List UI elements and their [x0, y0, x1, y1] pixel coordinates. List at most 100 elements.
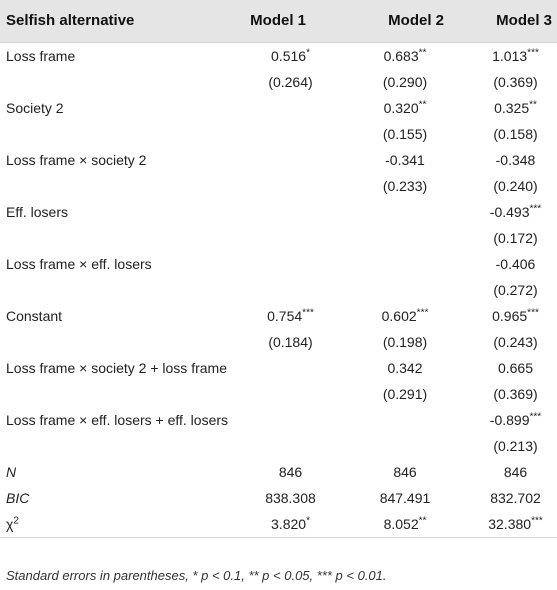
cell-value: 0.965: [492, 307, 528, 324]
model-2-cell: (0.233): [326, 173, 452, 199]
table-row: Society 2 0.320** 0.325**: [0, 95, 557, 121]
row-label: Loss frame × eff. losers: [0, 251, 215, 277]
model-3-cell: -0.899***: [452, 407, 557, 433]
model-3-cell: -0.348: [452, 147, 557, 173]
model-3-cell: (0.272): [452, 277, 557, 303]
model-3-cell: 0.325**: [452, 95, 557, 121]
significance-stars: **: [418, 514, 427, 526]
row-label-text: N: [6, 463, 17, 480]
row-label: [0, 329, 215, 355]
model-3-cell: 832.702: [452, 485, 557, 511]
cell-value: 846: [503, 463, 528, 480]
significance-stars: **: [418, 98, 427, 110]
row-label: Loss frame × society 2: [0, 147, 215, 173]
model-3-cell: 1.013***: [452, 41, 557, 69]
table-row: (0.291) (0.369): [0, 381, 557, 407]
row-label-text: χ: [6, 515, 14, 532]
table-row: (0.172): [0, 225, 557, 251]
table-row: (0.233) (0.240): [0, 173, 557, 199]
model-3-cell: -0.406: [452, 251, 557, 277]
row-label: [0, 69, 215, 95]
table-row: Constant 0.754*** 0.602*** 0.965***: [0, 303, 557, 329]
model-2-cell: 8.052**: [326, 510, 452, 538]
model-3-cell: (0.158): [452, 121, 557, 147]
cell-value: (0.369): [493, 385, 538, 402]
cell-value: (0.264): [268, 73, 313, 90]
cell-value: -0.406: [495, 255, 536, 272]
table-row: (0.184) (0.198) (0.243): [0, 329, 557, 355]
table-row: Loss frame 0.516* 0.683** 1.013***: [0, 41, 557, 69]
cell-value: (0.290): [382, 73, 428, 90]
table-row: (0.272): [0, 277, 557, 303]
cell-value: (0.272): [493, 281, 538, 298]
model-1-cell: 0.516*: [215, 41, 326, 69]
row-label: [0, 173, 215, 199]
header-row: Selfish alternative Model 1 Model 2 Mode…: [0, 0, 557, 42]
cell-value: (0.155): [382, 125, 428, 142]
significance-stars: **: [418, 46, 427, 58]
significance-stars: **: [529, 98, 537, 110]
model-2-cell: [326, 407, 452, 433]
model-2-cell: [326, 199, 452, 225]
significance-stars: ***: [529, 202, 542, 214]
row-label: [0, 121, 215, 147]
header-model-1: Model 1: [250, 12, 306, 30]
model-1-cell: [215, 95, 326, 121]
model-1-cell: 838.308: [215, 485, 326, 511]
model-1-cell: [215, 225, 326, 251]
row-label-text: Constant: [6, 307, 63, 324]
model-2-cell: [326, 277, 452, 303]
model-1-cell: [215, 147, 326, 173]
model-3-cell: -0.493***: [452, 199, 557, 225]
row-label-text: Loss frame × society 2 + loss frame: [6, 359, 227, 376]
table-row: χ2 3.820* 8.052** 32.380***: [0, 510, 557, 538]
model-3-cell: (0.213): [452, 433, 557, 459]
regression-table: Selfish alternative Model 1 Model 2 Mode…: [0, 0, 557, 538]
model-2-cell: 847.491: [326, 485, 452, 511]
row-label-text: BIC: [6, 489, 30, 506]
model-2-cell: (0.155): [326, 121, 452, 147]
model-2-cell: (0.198): [326, 329, 452, 355]
significance-stars: ***: [531, 514, 543, 526]
row-label-text: Loss frame × eff. losers + eff. losers: [6, 411, 229, 428]
model-1-cell: [215, 121, 326, 147]
row-label: Society 2: [0, 95, 215, 121]
cell-value: 0.602: [381, 307, 417, 324]
cell-value: 8.052: [383, 515, 419, 532]
model-1-cell: [215, 251, 326, 277]
model-2-cell: [326, 225, 452, 251]
significance-stars: ***: [302, 306, 314, 318]
table-row: (0.264) (0.290) (0.369): [0, 69, 557, 95]
cell-value: 838.308: [265, 489, 316, 506]
cell-value: (0.243): [493, 333, 538, 350]
model-1-cell: (0.184): [215, 329, 326, 355]
model-2-cell: 0.683**: [326, 41, 452, 69]
cell-value: 0.683: [383, 47, 419, 64]
table-row: Eff. losers -0.493***: [0, 199, 557, 225]
cell-value: 0.754: [267, 307, 303, 324]
cell-value: (0.172): [493, 229, 538, 246]
model-1-cell: 846: [215, 459, 326, 485]
model-2-cell: -0.341: [326, 147, 452, 173]
cell-value: 832.702: [490, 489, 541, 506]
cell-value: (0.158): [493, 125, 538, 142]
row-label-superscript: 2: [13, 514, 19, 526]
row-label-text: Eff. losers: [6, 203, 68, 220]
model-1-cell: 0.754***: [215, 303, 326, 329]
row-label: [0, 433, 215, 459]
cell-value: (0.233): [382, 177, 428, 194]
model-1-cell: [215, 407, 326, 433]
cell-value: (0.213): [493, 437, 538, 454]
row-label-text: Loss frame × society 2: [6, 151, 147, 168]
model-1-cell: [215, 277, 326, 303]
header-model-3: Model 3: [496, 12, 552, 30]
model-2-cell: 846: [326, 459, 452, 485]
row-label-text: Society 2: [6, 99, 64, 116]
row-label: [0, 277, 215, 303]
cell-value: (0.291): [382, 385, 428, 402]
model-3-cell: (0.243): [452, 329, 557, 355]
header-label: Selfish alternative: [6, 12, 135, 30]
cell-value: 846: [278, 463, 303, 480]
model-1-cell: (0.264): [215, 69, 326, 95]
